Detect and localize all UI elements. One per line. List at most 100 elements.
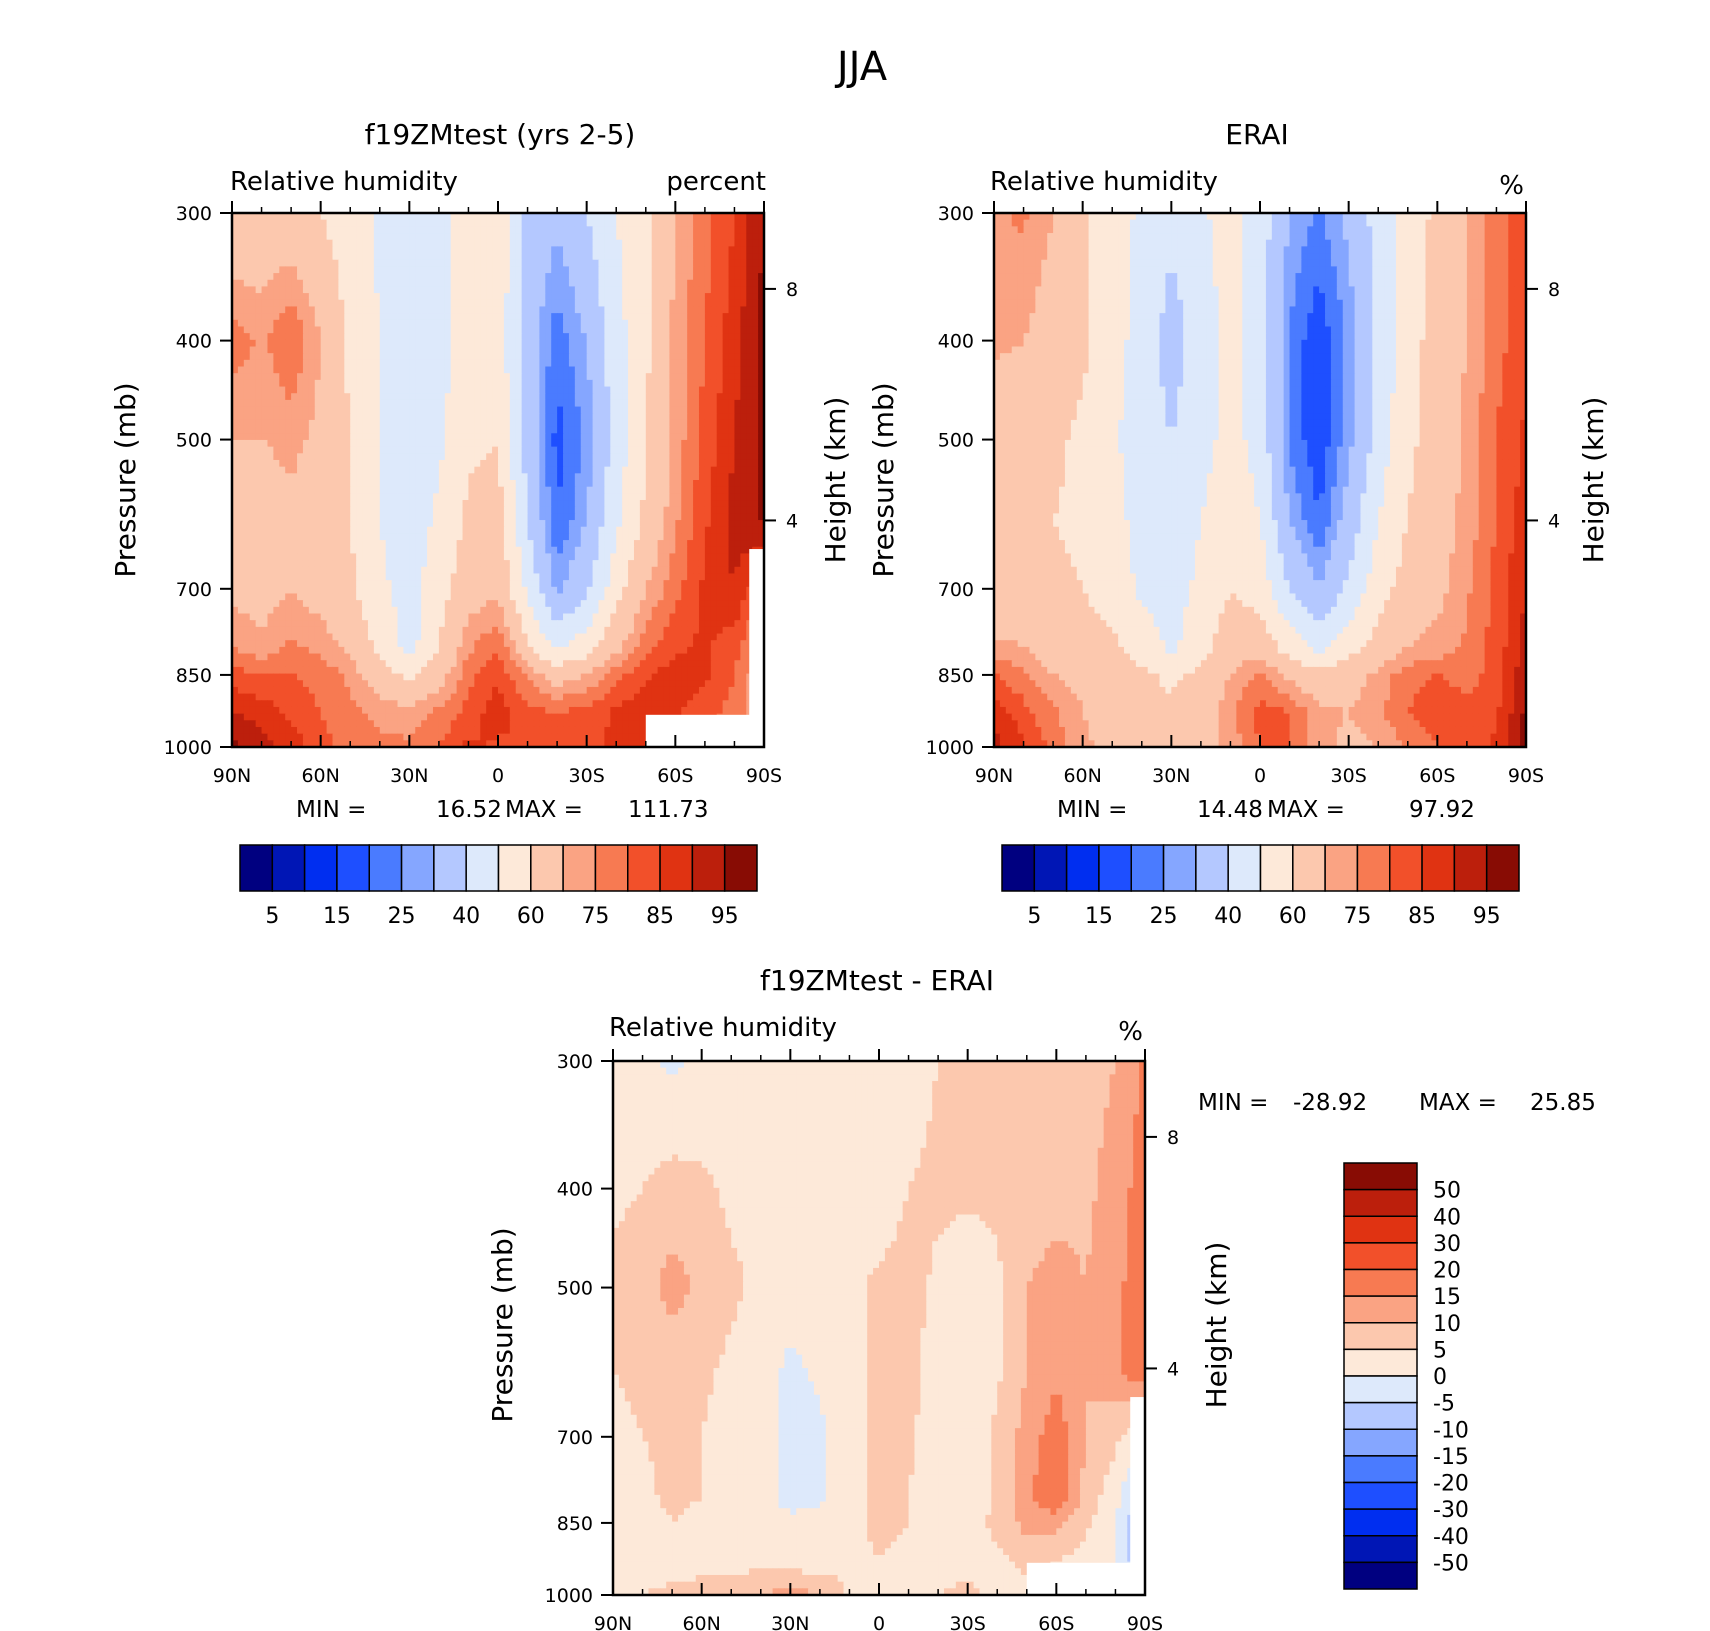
field-cell bbox=[327, 467, 334, 474]
field-cell bbox=[699, 360, 706, 367]
field-cell bbox=[693, 380, 700, 387]
field-cell bbox=[664, 487, 671, 494]
field-cell bbox=[356, 420, 363, 427]
field-cell bbox=[510, 220, 517, 227]
field-cell bbox=[569, 527, 576, 534]
field-cell bbox=[693, 553, 700, 560]
field-cell bbox=[463, 353, 470, 360]
field-cell bbox=[297, 313, 304, 320]
field-cell bbox=[598, 340, 605, 347]
field-cell bbox=[504, 507, 511, 514]
field-cell bbox=[557, 493, 564, 500]
field-cell bbox=[267, 520, 274, 527]
field-cell bbox=[575, 240, 582, 247]
field-cell bbox=[622, 547, 629, 554]
field-cell bbox=[729, 340, 736, 347]
field-cell bbox=[279, 313, 286, 320]
field-cell bbox=[427, 260, 434, 267]
field-cell bbox=[463, 447, 470, 454]
field-cell bbox=[267, 440, 274, 447]
field-cell bbox=[640, 367, 647, 374]
field-cell bbox=[616, 253, 623, 260]
field-cell bbox=[740, 293, 747, 300]
field-cell bbox=[646, 286, 653, 293]
field-cell bbox=[392, 380, 399, 387]
field-cell bbox=[717, 560, 724, 567]
field-cell bbox=[409, 500, 416, 507]
field-cell bbox=[256, 480, 263, 487]
field-cell bbox=[380, 513, 387, 520]
field-cell bbox=[350, 580, 357, 587]
field-cell bbox=[711, 333, 718, 340]
field-cell bbox=[545, 260, 552, 267]
field-cell bbox=[528, 260, 535, 267]
field-cell bbox=[593, 367, 600, 374]
field-cell bbox=[699, 253, 706, 260]
field-cell bbox=[309, 540, 316, 547]
field-cell bbox=[273, 527, 280, 534]
field-cell bbox=[291, 340, 298, 347]
field-cell bbox=[427, 493, 434, 500]
field-cell bbox=[474, 507, 481, 514]
field-cell bbox=[350, 447, 357, 454]
field-cell bbox=[427, 500, 434, 507]
field-cell bbox=[398, 340, 405, 347]
field-cell bbox=[291, 540, 298, 547]
field-cell bbox=[463, 533, 470, 540]
field-cell bbox=[723, 373, 730, 380]
figure-title: JJA bbox=[834, 44, 888, 90]
field-cell bbox=[315, 547, 322, 554]
field-cell bbox=[705, 280, 712, 287]
field-cell bbox=[451, 380, 458, 387]
field-cell bbox=[327, 300, 334, 307]
field-cell bbox=[604, 440, 611, 447]
field-cell bbox=[634, 260, 641, 267]
field-cell bbox=[315, 253, 322, 260]
field-cell bbox=[386, 440, 393, 447]
field-cell bbox=[575, 340, 582, 347]
field-cell bbox=[616, 493, 623, 500]
field-cell bbox=[380, 407, 387, 414]
field-cell bbox=[421, 473, 428, 480]
field-cell bbox=[723, 427, 730, 434]
field-cell bbox=[457, 220, 464, 227]
field-cell bbox=[457, 467, 464, 474]
field-cell bbox=[687, 300, 694, 307]
field-cell bbox=[392, 487, 399, 494]
field-cell bbox=[622, 320, 629, 327]
field-cell bbox=[533, 480, 540, 487]
field-cell bbox=[598, 300, 605, 307]
field-cell bbox=[332, 433, 339, 440]
field-cell bbox=[681, 500, 688, 507]
field-cell bbox=[244, 493, 251, 500]
field-cell bbox=[445, 527, 452, 534]
field-cell bbox=[344, 400, 351, 407]
field-cell bbox=[327, 286, 334, 293]
field-cell bbox=[664, 273, 671, 280]
field-cell bbox=[238, 487, 245, 494]
field-cell bbox=[723, 547, 730, 554]
field-cell bbox=[256, 266, 263, 273]
field-cell bbox=[374, 540, 381, 547]
field-cell bbox=[664, 573, 671, 580]
field-cell bbox=[693, 573, 700, 580]
field-cell bbox=[734, 326, 741, 333]
field-cell bbox=[291, 273, 298, 280]
field-cell bbox=[545, 220, 552, 227]
field-cell bbox=[658, 373, 665, 380]
field-cell bbox=[433, 413, 440, 420]
field-cell bbox=[303, 513, 310, 520]
field-cell bbox=[486, 560, 493, 567]
field-cell bbox=[664, 540, 671, 547]
field-cell bbox=[327, 306, 334, 313]
field-cell bbox=[421, 580, 428, 587]
field-cell bbox=[321, 280, 328, 287]
field-cell bbox=[510, 553, 517, 560]
field-cell bbox=[238, 580, 245, 587]
field-cell bbox=[468, 513, 475, 520]
field-cell bbox=[445, 286, 452, 293]
field-cell bbox=[587, 286, 594, 293]
field-cell bbox=[285, 240, 292, 247]
field-cell bbox=[492, 473, 499, 480]
field-cell bbox=[392, 313, 399, 320]
